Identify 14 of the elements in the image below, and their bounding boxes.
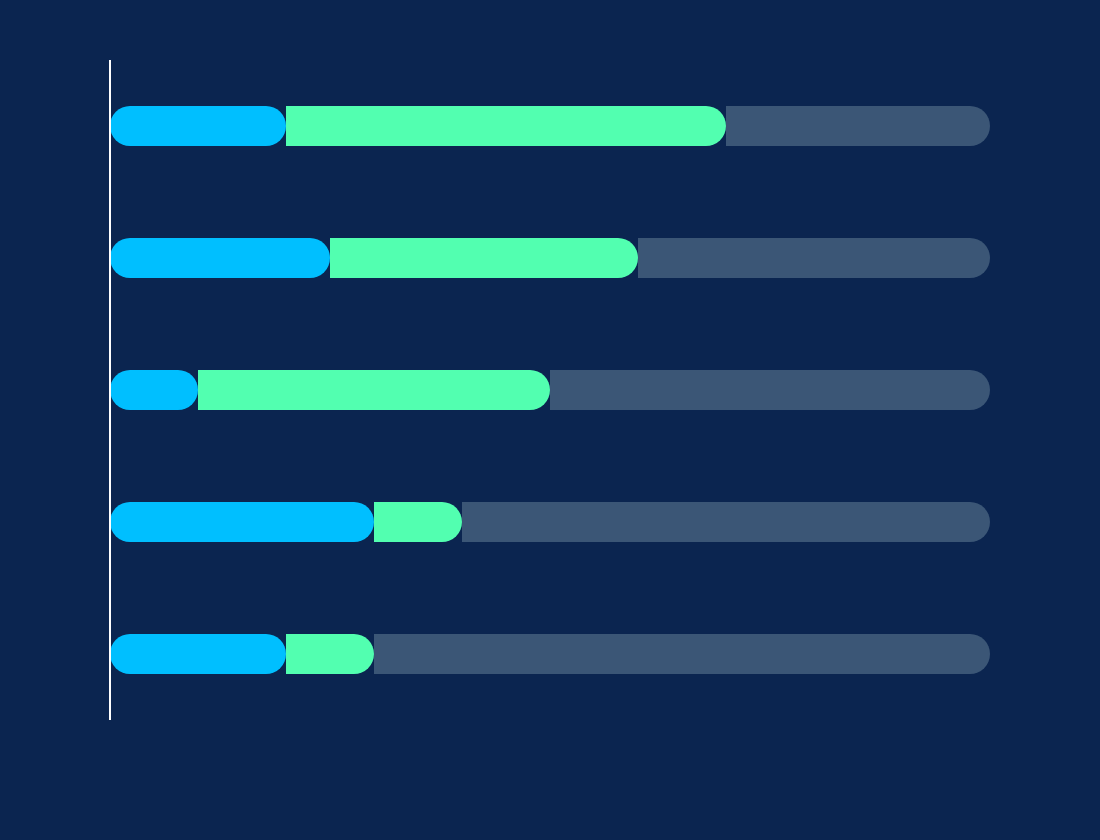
bar bbox=[110, 106, 286, 146]
bar bbox=[286, 634, 374, 674]
bar bbox=[110, 634, 286, 674]
bar bbox=[462, 502, 990, 542]
bar bbox=[638, 238, 990, 278]
bar bbox=[550, 370, 990, 410]
bar bbox=[110, 502, 374, 542]
bar bbox=[374, 634, 990, 674]
bar bbox=[330, 238, 638, 278]
bar bbox=[374, 502, 462, 542]
bar bbox=[286, 106, 726, 146]
bar bbox=[726, 106, 990, 146]
bar bbox=[198, 370, 550, 410]
bar bbox=[110, 238, 330, 278]
